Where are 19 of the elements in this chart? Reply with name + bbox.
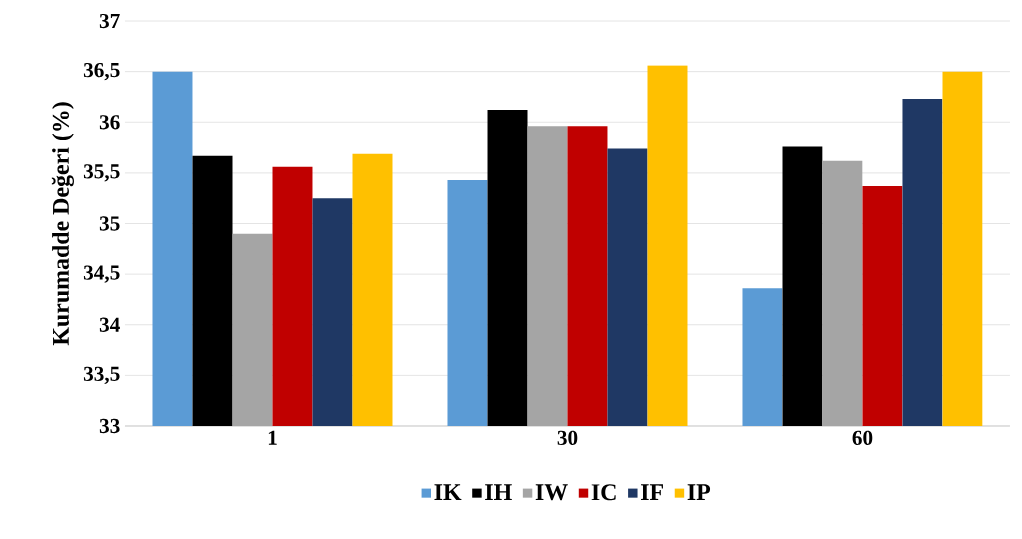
- y-tick-label: 33: [99, 418, 120, 434]
- legend-label: IK: [434, 484, 462, 500]
- y-tick-label: 34,5: [83, 265, 120, 283]
- y-tick-label: 36,5: [83, 62, 120, 81]
- y-axis-title: Kurumadde Değeri (%): [51, 102, 74, 346]
- y-tick-label: 36: [99, 115, 120, 130]
- x-tick-label: 1: [268, 430, 277, 445]
- y-tick-label: 33,5: [83, 366, 120, 385]
- legend-label: IC: [591, 484, 616, 501]
- x-tick-label: 30: [557, 430, 578, 446]
- y-tick-label: 35,5: [83, 164, 120, 182]
- legend-label: IF: [641, 484, 663, 500]
- y-tick-label: 37: [99, 13, 120, 29]
- y-tick-label: 35: [99, 216, 120, 231]
- legend-label: IH: [485, 484, 512, 500]
- legend-label: IW: [535, 484, 568, 501]
- x-tick-label: 60: [852, 430, 873, 446]
- legend-label: IP: [687, 484, 711, 500]
- y-tick-label: 34: [99, 317, 120, 332]
